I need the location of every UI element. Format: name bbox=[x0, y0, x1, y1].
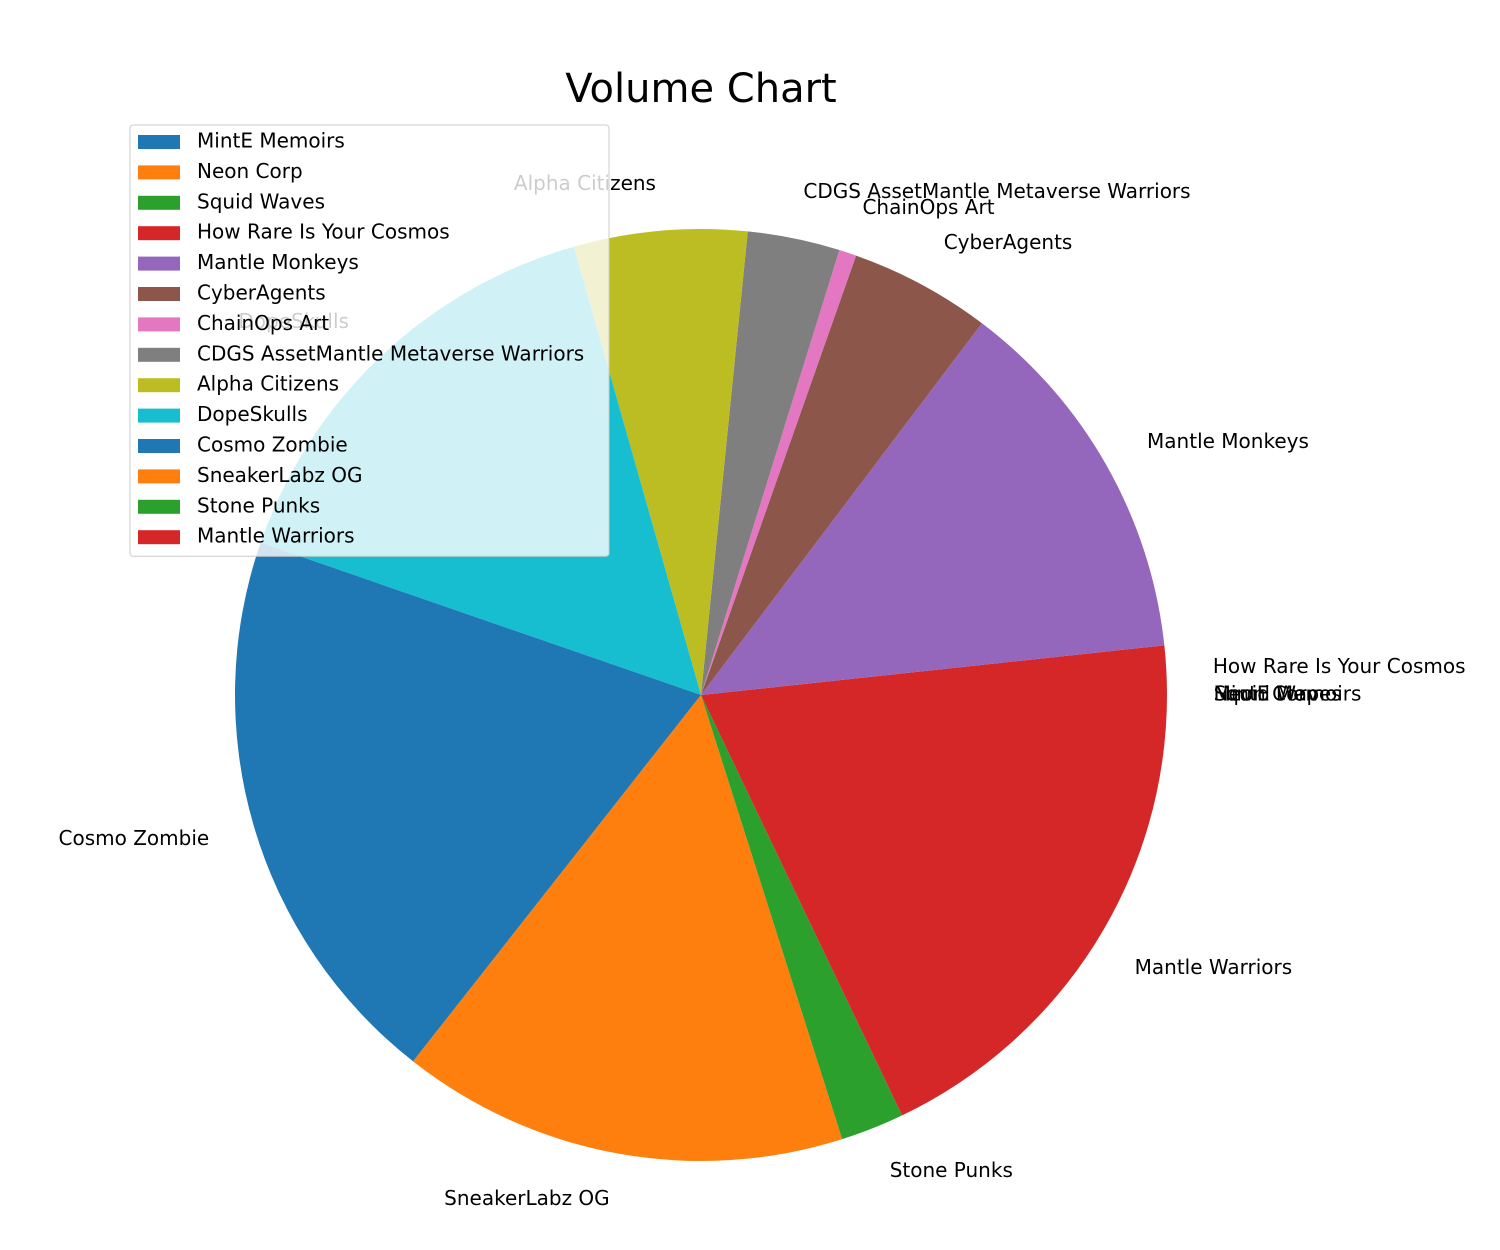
legend-swatch-cosmo-zombie bbox=[138, 439, 180, 453]
pie-slice-sneakerlabz-og bbox=[413, 695, 843, 1161]
legend-swatch-sneakerlabz-og bbox=[138, 469, 180, 484]
pie-slice-chainops-art bbox=[701, 250, 857, 695]
legend-label-cosmo-zombie: Cosmo Zombie bbox=[197, 433, 348, 457]
slice-label-squid-waves: Squid Waves bbox=[1214, 682, 1342, 706]
pie-slice-cyberagents bbox=[701, 255, 982, 695]
slice-label-chainops-art: ChainOps Art bbox=[862, 195, 994, 219]
legend-frame bbox=[129, 124, 610, 557]
legend-swatch-stone-punks bbox=[138, 499, 180, 514]
legend-label-squid-waves: Squid Waves bbox=[197, 189, 325, 213]
pie-slice-stone-punks bbox=[701, 695, 903, 1140]
legend-swatch-mantle-monkeys bbox=[138, 256, 180, 271]
legend: MintE Memoirs Neon Corp Squid Waves How Rar… bbox=[129, 124, 610, 557]
legend-swatch-minte-memoirs bbox=[138, 135, 180, 149]
pie-slice-mantle-warriors bbox=[701, 695, 1167, 1116]
slice-label-minte-memoirs: MintE Memoirs bbox=[1214, 682, 1362, 706]
legend-label-mantle-monkeys: Mantle Monkeys bbox=[197, 250, 359, 274]
legend-label-cdgs-assetmantle-metaverse-warriors: CDGS AssetMantle Metaverse Warriors bbox=[197, 341, 584, 365]
legend-swatch-cdgs-assetmantle-metaverse-warriors bbox=[138, 347, 180, 362]
legend-swatch-how-rare-is-your-cosmos bbox=[138, 226, 180, 241]
slice-label-cosmo-zombie: Cosmo Zombie bbox=[59, 826, 210, 850]
slice-label-stone-punks: Stone Punks bbox=[890, 1158, 1013, 1182]
slice-label-how-rare-is-your-cosmos: How Rare Is Your Cosmos bbox=[1213, 654, 1466, 678]
legend-label-neon-corp: Neon Corp bbox=[197, 159, 303, 183]
legend-swatch-dopeskulls bbox=[138, 408, 180, 423]
legend-label-alpha-citizens: Alpha Citizens bbox=[197, 372, 339, 396]
pie-slice-alpha-citizens bbox=[573, 228, 748, 695]
legend-label-how-rare-is-your-cosmos: How Rare Is Your Cosmos bbox=[197, 220, 450, 244]
legend-swatch-chainops-art bbox=[138, 317, 180, 332]
legend-swatch-neon-corp bbox=[138, 165, 180, 180]
legend-label-cyberagents: CyberAgents bbox=[197, 281, 326, 305]
legend-swatch-squid-waves bbox=[138, 195, 180, 210]
slice-label-neon-corp: Neon Corp bbox=[1214, 682, 1320, 706]
slice-label-sneakerlabz-og: SneakerLabz OG bbox=[444, 1186, 610, 1210]
legend-label-dopeskulls: DopeSkulls bbox=[197, 402, 308, 426]
pie-slice-cosmo-zombie bbox=[235, 542, 701, 1062]
legend-label-sneakerlabz-og: SneakerLabz OG bbox=[197, 463, 363, 487]
legend-label-mantle-warriors: Mantle Warriors bbox=[197, 524, 355, 548]
pie-slice-how-rare-is-your-cosmos bbox=[701, 645, 1167, 695]
slice-label-mantle-monkeys: Mantle Monkeys bbox=[1147, 429, 1309, 453]
legend-swatch-cyberagents bbox=[138, 287, 180, 301]
legend-label-stone-punks: Stone Punks bbox=[197, 493, 320, 517]
slice-label-cyberagents: CyberAgents bbox=[944, 230, 1073, 254]
legend-label-minte-memoirs: MintE Memoirs bbox=[197, 129, 345, 153]
pie-slices bbox=[235, 228, 1167, 1161]
legend-swatch-mantle-warriors bbox=[138, 530, 180, 545]
pie-slice-mantle-monkeys bbox=[701, 323, 1165, 695]
legend-swatch-alpha-citizens bbox=[138, 378, 180, 393]
slice-label-cdgs-assetmantle-metaverse-warriors: CDGS AssetMantle Metaverse Warriors bbox=[803, 179, 1190, 203]
pie-slice-cdgs-assetmantle-metaverse-warriors bbox=[701, 231, 840, 695]
slice-label-mantle-warriors: Mantle Warriors bbox=[1135, 955, 1293, 979]
legend-label-chainops-art: ChainOps Art bbox=[197, 311, 329, 335]
chart-title: Volume Chart bbox=[565, 66, 836, 112]
